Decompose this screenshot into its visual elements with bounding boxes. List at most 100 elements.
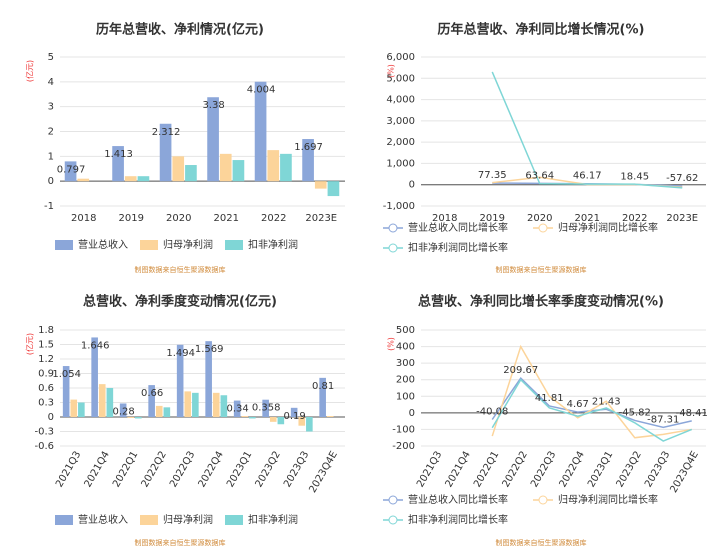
bar: [327, 181, 340, 197]
y-tick-label: 3: [48, 102, 54, 113]
legend-label: 扣非净利润同比增长率: [408, 241, 508, 254]
x-tick-label: 2023Q3: [282, 450, 311, 490]
bar: [269, 417, 277, 422]
data-label: 21.43: [592, 396, 621, 407]
legend-label: 扣非净利润同比增长率: [408, 513, 508, 526]
data-label: 0.358: [252, 403, 281, 414]
y-tick-label: 2: [48, 127, 54, 138]
legend-swatch: [55, 240, 73, 250]
data-label: 1.054: [52, 369, 81, 380]
bar: [207, 97, 219, 182]
bar: [306, 417, 313, 432]
bar: [249, 417, 256, 419]
x-tick-label: 2021: [575, 213, 600, 224]
y-tick-label: -1: [44, 201, 54, 212]
legend-marker: [388, 223, 398, 233]
y-tick-label: 200: [396, 375, 415, 386]
legend-label: 归母净利润: [163, 238, 213, 251]
y-tick-label: 4: [48, 77, 54, 88]
legend-label: 归母净利润同比增长率: [558, 221, 658, 234]
x-tick-label: 2022: [622, 213, 647, 224]
y-axis-label: (亿元): [25, 333, 35, 355]
y-tick-label: 6,000: [386, 52, 415, 63]
data-label: 1.494: [166, 348, 195, 359]
data-label: 0.81: [312, 381, 334, 392]
y-tick-label: 1.5: [38, 340, 54, 351]
x-tick-label: 2023E: [305, 213, 337, 224]
x-tick-label: 2023Q1: [225, 450, 254, 490]
line: [491, 344, 692, 439]
bar: [267, 150, 280, 182]
y-tick-label: 1,000: [386, 158, 415, 169]
bar: [163, 407, 171, 417]
y-tick-label: 0: [48, 176, 54, 187]
bar: [290, 407, 298, 417]
data-label: 4.67: [567, 399, 589, 410]
legend-label: 归母净利润: [163, 513, 213, 526]
x-tick-label: 2022Q2: [501, 450, 530, 490]
data-label: -45.82: [619, 407, 651, 418]
x-tick-label: 2021Q3: [54, 450, 83, 490]
bar: [254, 81, 267, 182]
bar: [219, 153, 232, 182]
data-label: -57.62: [666, 173, 698, 184]
data-label: 2.312: [152, 127, 181, 138]
x-tick-label: 2023Q1: [586, 450, 615, 490]
chart-title: 历年总营收、净利同比增长情况(%): [438, 22, 645, 38]
data-label: 4.004: [247, 85, 276, 96]
legend-label: 归母净利润同比增长率: [558, 493, 658, 506]
bar: [137, 176, 150, 182]
line: [491, 378, 693, 442]
data-label: -40.08: [476, 406, 508, 417]
x-tick-label: 2022Q1: [472, 450, 501, 490]
bar: [135, 417, 142, 419]
bar: [314, 181, 327, 189]
data-label: 1.569: [195, 344, 224, 355]
data-label: 18.45: [620, 171, 649, 182]
bar: [172, 156, 185, 182]
bar: [91, 337, 98, 417]
data-label: 0.797: [57, 164, 86, 175]
data-label: 0.19: [284, 411, 306, 422]
bar: [302, 139, 314, 182]
y-tick-label: 5: [48, 52, 54, 63]
y-tick-label: 5,000: [386, 73, 415, 84]
legend-label: 扣非净利润: [248, 513, 298, 526]
legend-marker: [388, 495, 398, 505]
x-tick-label: 2021Q3: [415, 450, 444, 490]
y-tick-label: -0.3: [34, 427, 54, 438]
data-label: 1.413: [104, 149, 133, 160]
y-tick-label: 2,000: [386, 137, 415, 148]
x-tick-label: 2019: [480, 213, 505, 224]
legend-swatch: [55, 515, 73, 525]
bar: [326, 416, 334, 417]
x-tick-label: 2023E: [666, 213, 698, 224]
y-tick-label: 4,000: [386, 95, 415, 106]
bar: [233, 400, 241, 417]
x-tick-label: 2023Q2: [615, 450, 644, 490]
bar: [98, 384, 106, 417]
legend-marker: [388, 515, 398, 525]
x-tick-label: 2022Q4: [558, 450, 587, 490]
x-tick-label: 2021: [214, 213, 239, 224]
data-label: 41.81: [535, 393, 564, 404]
x-tick-label: 2018: [432, 213, 457, 224]
bar: [277, 417, 285, 425]
y-tick-label: 300: [396, 358, 415, 369]
bar: [78, 402, 85, 417]
chart-title: 历年总营收、净利情况(亿元): [96, 22, 264, 38]
x-tick-label: 2023Q4E: [668, 450, 701, 495]
y-tick-label: 1.8: [38, 325, 54, 336]
y-tick-label: 1: [48, 151, 54, 162]
bar: [106, 388, 114, 417]
chart-title: 总营收、净利同比增长率季度变动情况(%): [418, 294, 664, 310]
bar: [185, 165, 197, 182]
x-tick-label: 2022: [261, 213, 286, 224]
footer: 制图数据来自恒生聚源数据库: [496, 265, 587, 274]
legend-swatch: [225, 515, 243, 525]
y-tick-label: -0.6: [34, 441, 54, 452]
bar: [112, 146, 124, 182]
y-tick-label: -200: [392, 441, 415, 452]
y-axis-label: (亿元): [25, 60, 35, 82]
bar: [77, 178, 90, 182]
